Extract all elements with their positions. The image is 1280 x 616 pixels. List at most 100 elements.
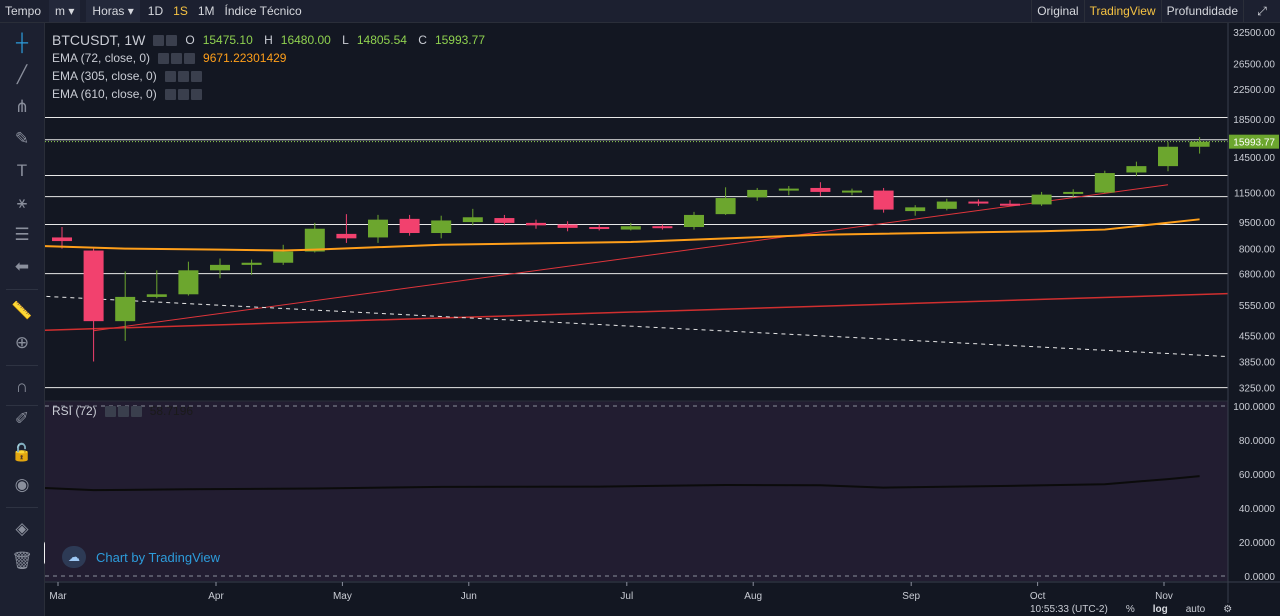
crosshair-icon[interactable]: ┼ — [15, 33, 29, 52]
candle — [1063, 189, 1084, 198]
fullscreen-icon[interactable]: ⤢ — [1243, 0, 1280, 22]
rsi-label[interactable]: RSI (72) — [52, 404, 97, 418]
settings-icon[interactable]: ⚙ — [1223, 604, 1233, 615]
chevron-down-icon: ▾ — [127, 4, 134, 18]
candle-body — [968, 201, 989, 204]
toolbar-tempo[interactable]: Tempo — [5, 4, 42, 18]
price-tick-label: 8000.00 — [1239, 245, 1276, 256]
ema305-label[interactable]: EMA (305, close, 0) — [52, 69, 157, 83]
zoom-icon[interactable]: ⊕ — [14, 333, 30, 352]
candle-body — [83, 250, 104, 322]
interval-select-hours[interactable]: Horas ▾ — [86, 0, 140, 22]
candle-body — [399, 218, 420, 234]
candle — [1000, 200, 1020, 206]
candle-body — [810, 187, 831, 192]
candle-body — [557, 224, 578, 228]
price-tick-label: 3850.00 — [1239, 357, 1276, 368]
interval-select-minutes[interactable]: m ▾ — [49, 0, 81, 22]
fib-icon[interactable]: ☰ — [14, 225, 30, 244]
interval-1s-button[interactable]: 1S — [173, 4, 188, 18]
time-tick-label: Oct — [1030, 591, 1046, 602]
rsi-pane-background — [45, 401, 1228, 581]
view-tradingview-button[interactable]: TradingView — [1083, 0, 1161, 22]
tradingview-logo-icon: ☁ — [62, 546, 86, 568]
candle — [557, 221, 578, 232]
candle-body — [1094, 173, 1115, 193]
price-tick-label: 9500.00 — [1239, 218, 1276, 229]
candle-body — [241, 262, 262, 265]
price-tick-label: 22500.00 — [1233, 85, 1275, 96]
price-chart[interactable]: 32500.00 26500.00 22500.00 18500.00 14500.00… — [45, 23, 1280, 616]
candle — [336, 214, 357, 243]
ema72-line — [45, 218, 1200, 252]
candle — [810, 182, 831, 196]
rsi-tick-label: 20.0000 — [1239, 538, 1276, 549]
candle — [684, 211, 704, 230]
candle — [620, 222, 641, 231]
indicators-button[interactable]: Índice Técnico — [224, 4, 302, 18]
rsi-tick-label: 0.0000 — [1244, 572, 1275, 583]
layers-icon[interactable]: ◈ — [15, 519, 29, 538]
candle-body — [1189, 141, 1210, 147]
candle-body — [273, 251, 294, 263]
candle-body — [1126, 166, 1147, 173]
rsi-buttons[interactable] — [104, 405, 142, 417]
price-tick-label: 32500.00 — [1233, 28, 1275, 39]
pitchfork-icon[interactable]: ⋔ — [14, 97, 30, 116]
ema610-label[interactable]: EMA (610, close, 0) — [52, 87, 157, 101]
trendline-icon[interactable]: ╱ — [16, 65, 28, 84]
close-value: 15993.77 — [434, 33, 485, 47]
ema610-buttons[interactable] — [164, 88, 202, 100]
lock-drawing-icon[interactable]: ✐ — [14, 409, 30, 428]
candle-body — [368, 219, 388, 238]
price-axis[interactable]: 32500.00 26500.00 22500.00 18500.00 14500.00… — [1227, 23, 1280, 616]
view-original-button[interactable]: Original — [1031, 0, 1083, 22]
ema610-legend: EMA (610, close, 0) — [52, 87, 210, 101]
symbol-label[interactable]: BTCUSDT, 1W — [52, 32, 146, 48]
ema305-buttons[interactable] — [164, 70, 202, 82]
view-depth-button[interactable]: Profundidade — [1160, 0, 1243, 22]
legend-buttons[interactable] — [153, 34, 178, 46]
candle-body — [842, 190, 862, 193]
candle — [1126, 161, 1147, 177]
rsi-value: 58.7196 — [149, 404, 194, 418]
candle-body — [494, 218, 515, 223]
ruler-icon[interactable]: 📏 — [11, 301, 33, 320]
rsi-tick-label: 100.0000 — [1233, 402, 1275, 413]
tradingview-watermark[interactable]: ☁ Chart by TradingView — [62, 546, 220, 568]
candle — [273, 244, 294, 265]
interval-select-minutes-label: m — [55, 4, 66, 18]
ema72-label[interactable]: EMA (72, close, 0) — [52, 51, 151, 65]
interval-1m-button[interactable]: 1M — [197, 4, 215, 18]
candle-body — [652, 226, 673, 229]
open-value: 15475.10 — [202, 33, 253, 47]
interval-1d-button[interactable]: 1D — [147, 4, 164, 18]
lock-icon[interactable]: 🔓 — [11, 443, 33, 462]
pattern-icon[interactable]: ⚹ — [16, 193, 28, 212]
text-icon[interactable]: T — [16, 161, 28, 180]
rsi-tick-label: 40.0000 — [1239, 504, 1276, 515]
back-arrow-icon[interactable]: ⬅ — [14, 257, 30, 276]
magnet-icon[interactable]: ∩ — [15, 377, 29, 396]
brush-icon[interactable]: ✎ — [14, 129, 30, 148]
log-toggle[interactable]: log — [1152, 604, 1168, 615]
time-tick-label: Jul — [620, 591, 633, 602]
rsi-pane — [45, 400, 1280, 577]
candle-body — [1158, 146, 1178, 167]
ema72-buttons[interactable] — [158, 52, 196, 64]
trash-icon[interactable]: 🗑 — [11, 551, 33, 570]
candle-body — [431, 220, 452, 234]
candle — [778, 186, 799, 196]
eye-icon[interactable]: ◉ — [14, 475, 30, 494]
candle-body — [684, 214, 704, 228]
trendline-rising — [93, 184, 1169, 332]
time-axis[interactable]: Mar Apr May Jun Jul Aug Sep Oct Nov — [45, 581, 1280, 602]
time-tick-label: May — [333, 591, 352, 602]
auto-toggle[interactable]: auto — [1185, 604, 1206, 615]
rsi-tick-label: 60.0000 — [1239, 470, 1276, 481]
percent-toggle[interactable]: % — [1125, 604, 1135, 615]
candle — [842, 188, 862, 196]
time-tick-label: Aug — [744, 591, 762, 602]
clock-label: 10:55:33 (UTC-2) — [1030, 604, 1108, 615]
candle — [431, 215, 452, 239]
